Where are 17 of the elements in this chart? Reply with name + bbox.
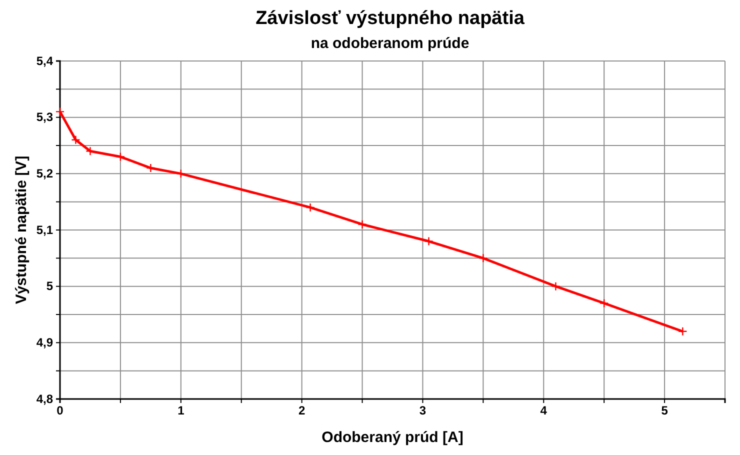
y-tick-label: 4,8	[36, 392, 54, 406]
y-axis-title: Výstupné napätie [V]	[13, 156, 30, 304]
y-tick-label: 5	[46, 279, 54, 294]
x-tick-label: 4	[540, 404, 548, 418]
chart-subtitle: na odoberanom prúde	[310, 35, 470, 52]
x-tick-label: 1	[178, 404, 185, 418]
x-tick-label: 0	[56, 404, 64, 418]
y-tick-label: 5,1	[36, 222, 54, 237]
y-tick-label: 5,2	[36, 166, 54, 181]
x-tick-label: 5	[661, 404, 668, 418]
chart-title: Závislosť výstupného napätia	[256, 8, 525, 29]
y-tick-label: 4,9	[36, 336, 54, 350]
x-tick-label: 2	[298, 404, 306, 418]
x-tick-label: 3	[419, 404, 426, 418]
y-tick-label: 5,4	[36, 54, 54, 68]
y-tick-label: 5,3	[36, 110, 54, 124]
x-axis-title: Odoberaný prúd [A]	[322, 429, 464, 446]
